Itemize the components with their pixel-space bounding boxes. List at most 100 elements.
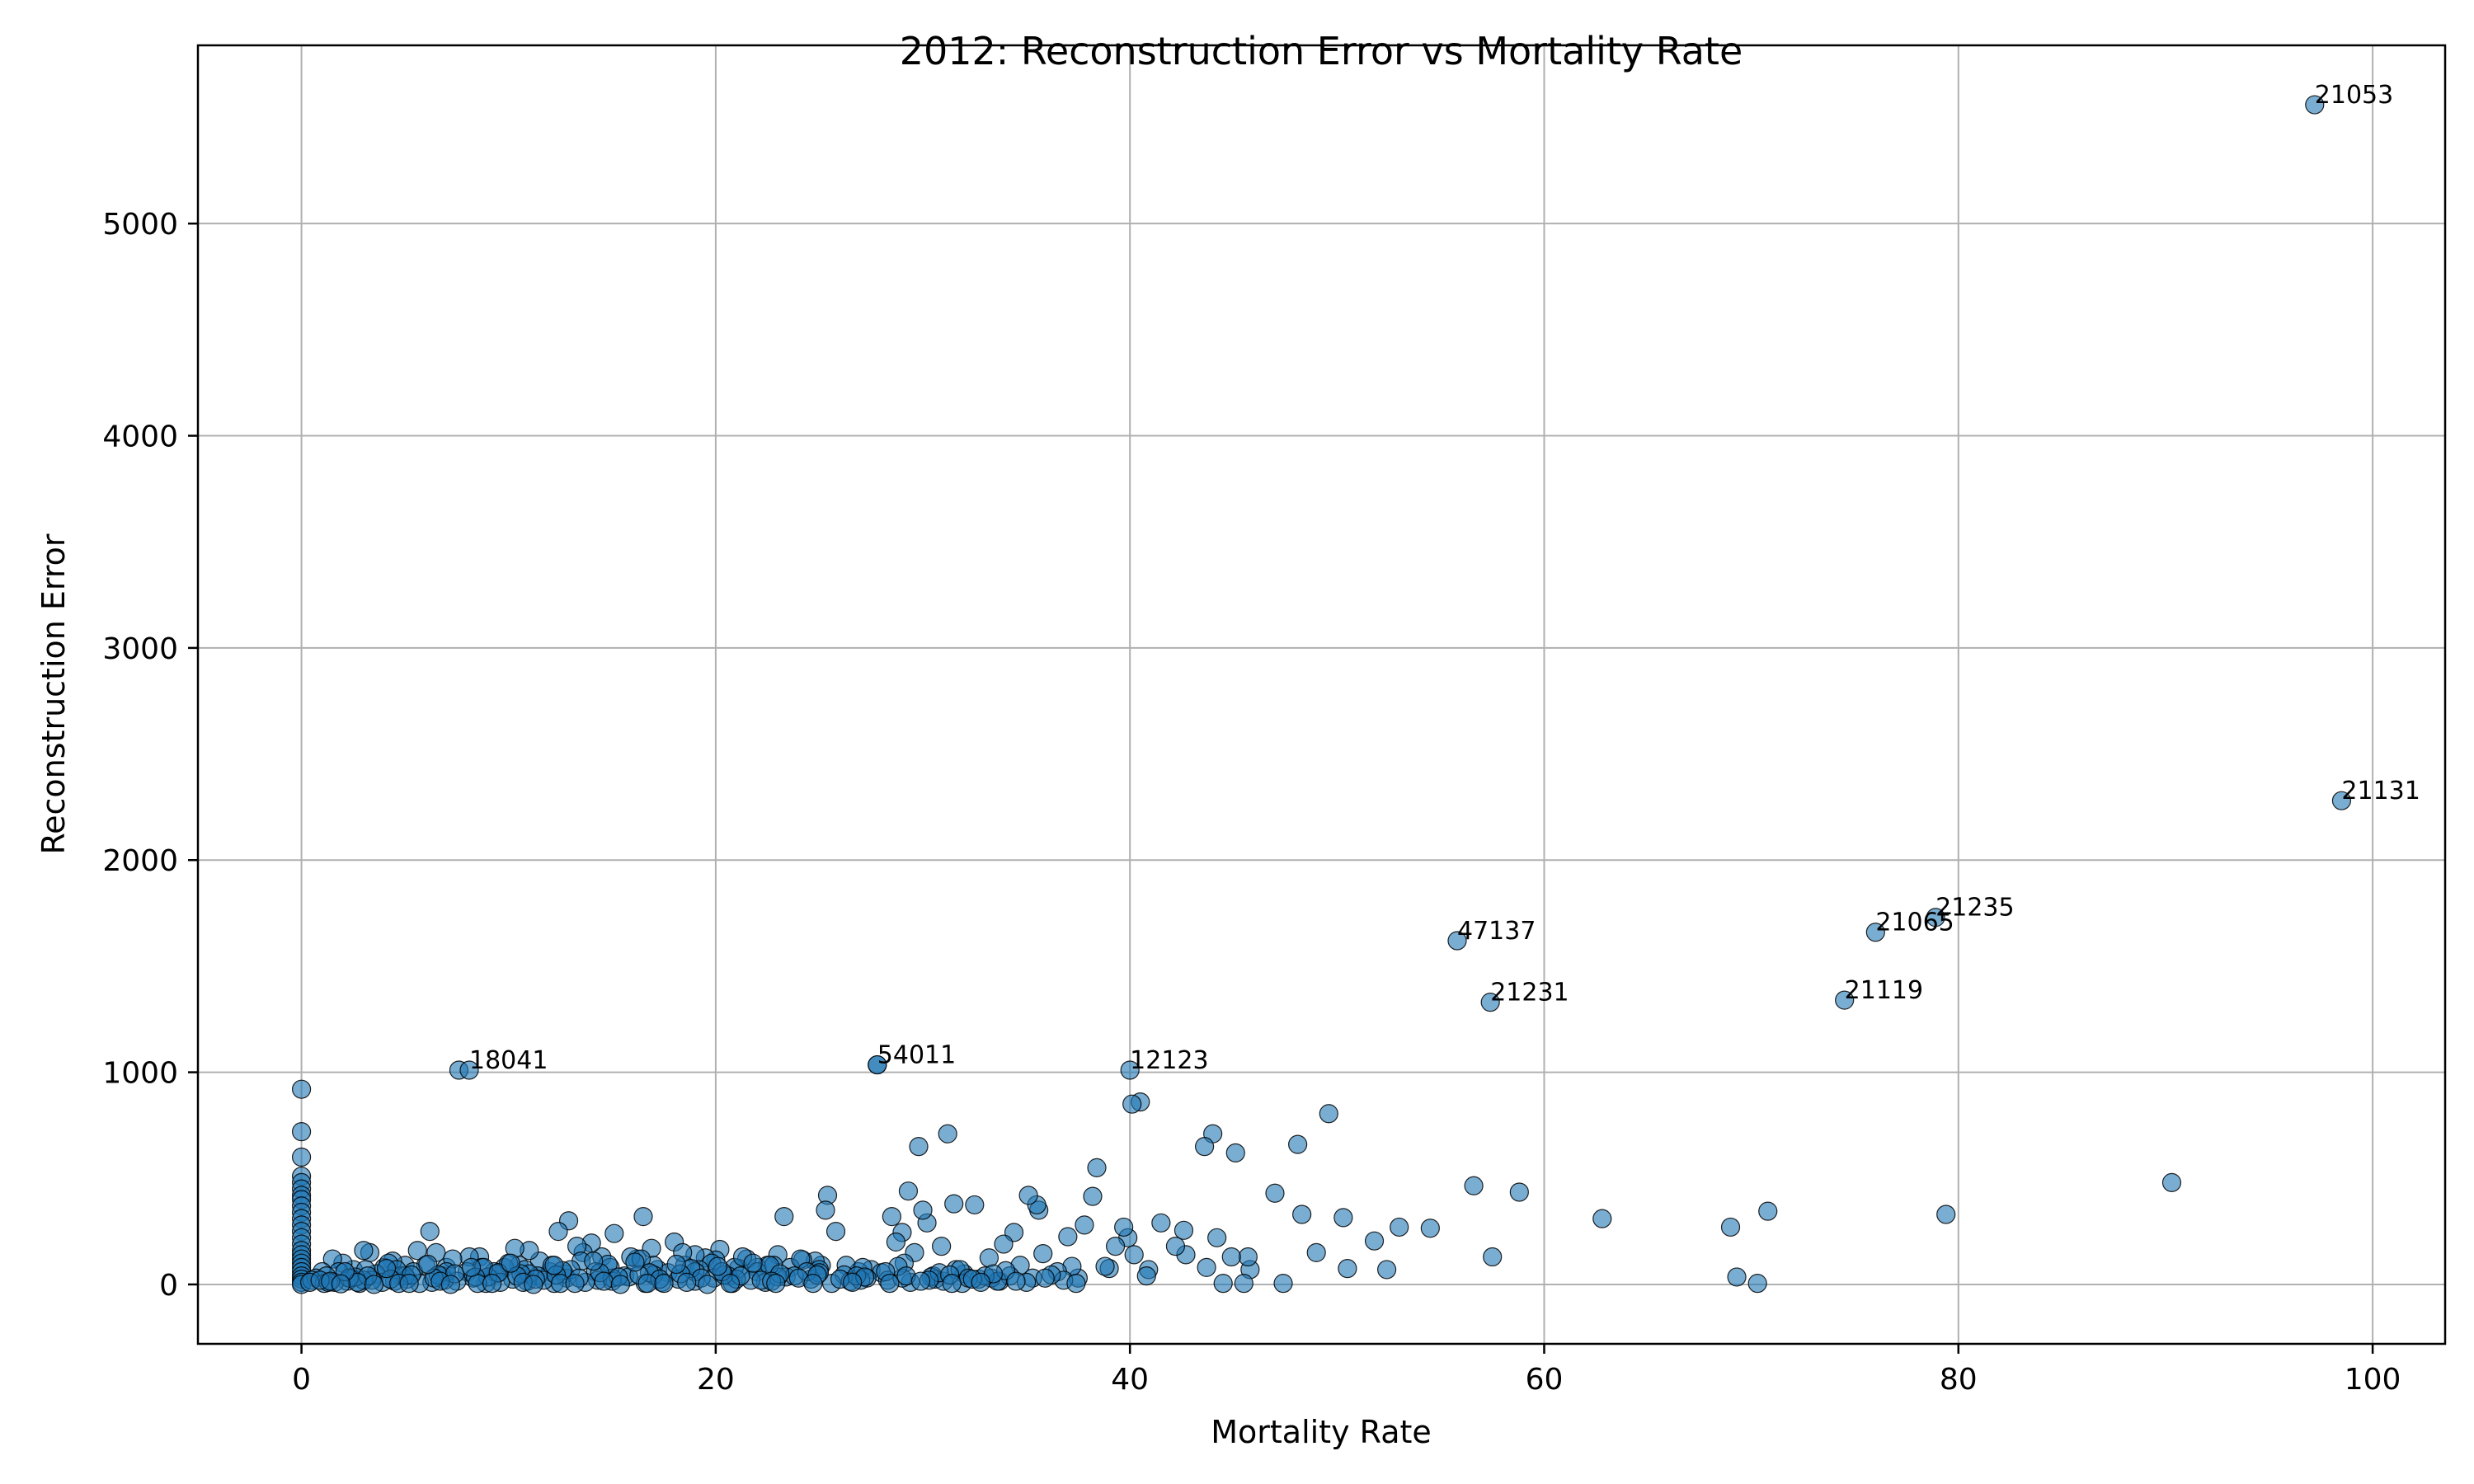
data-point [965,1195,985,1215]
y-tick-label: 5000 [102,208,178,242]
x-tick-label: 40 [1111,1363,1149,1397]
data-point [898,1181,919,1201]
data-point [994,1234,1014,1254]
data-point [910,1271,931,1291]
data-point [399,1274,419,1294]
data-point [1213,1274,1233,1294]
data-point [1083,1186,1103,1206]
data-point [886,1232,905,1252]
data-point [440,1275,461,1294]
x-tick-label: 80 [1940,1363,1978,1397]
data-point [584,1252,604,1271]
data-point [880,1274,900,1294]
data-point [1720,1217,1741,1237]
data-point [1265,1183,1285,1203]
data-point [1758,1201,1778,1221]
data-point [1364,1231,1385,1251]
data-point [1120,1060,1140,1080]
data-point [1122,1094,1142,1114]
data-point [2305,95,2325,115]
x-tick-label: 100 [2345,1363,2401,1397]
x-tick-label: 0 [292,1363,311,1397]
y-tick-label: 3000 [102,632,178,666]
data-point [459,1060,479,1080]
data-point [677,1272,697,1292]
data-point [843,1272,863,1292]
y-tick-label: 1000 [102,1057,178,1091]
data-point [291,1079,312,1099]
data-point [1165,1237,1186,1256]
y-axis-label: Reconstruction Error [35,533,72,854]
data-point [1747,1274,1767,1294]
data-point [501,1253,520,1273]
annotation-label: 18041 [469,1046,548,1075]
plot-frame [196,44,2447,1345]
y-tick-label: 4000 [102,420,178,454]
data-point [291,1147,312,1167]
data-point [1221,1247,1241,1267]
annotation-label: 21053 [2315,81,2393,110]
data-point [743,1253,763,1273]
data-point [354,1241,374,1261]
data-point [565,1274,585,1294]
data-point [1592,1209,1612,1228]
data-point [868,1054,887,1075]
annotation-label: 54011 [877,1041,956,1070]
data-point [944,1194,964,1214]
data-point [1124,1245,1144,1265]
annotation-label: 21119 [1845,976,1923,1005]
annotation-label: 21065 [1875,909,1954,937]
data-point [666,1254,686,1275]
data-point [1509,1182,1529,1202]
x-tick-label: 20 [697,1363,735,1397]
data-point [913,1200,933,1220]
data-point [633,1206,653,1227]
data-point [1194,1137,1215,1157]
data-point [938,1124,957,1144]
data-point [720,1274,741,1294]
data-point [816,1200,835,1220]
data-point [1420,1219,1440,1238]
y-tick-label: 0 [159,1269,178,1303]
data-point [1273,1274,1293,1294]
data-point [482,1274,502,1294]
data-point [1306,1242,1326,1262]
data-point [331,1274,350,1294]
data-point [1095,1256,1115,1276]
data-point [1238,1247,1258,1267]
data-point [2331,791,2352,810]
data-point [544,1256,564,1275]
data-point [774,1206,794,1227]
data-point [1835,990,1855,1010]
y-tick-label: 2000 [102,844,178,878]
data-point [971,1272,990,1292]
data-point [1865,923,1885,942]
data-point [524,1275,543,1294]
data-point [594,1271,614,1291]
data-point [418,1254,438,1275]
data-point [1207,1228,1227,1247]
data-point [610,1275,630,1294]
data-point [1447,931,1467,951]
data-point [803,1274,823,1294]
data-point [2161,1172,2182,1193]
data-point [654,1274,674,1294]
data-point [1234,1274,1253,1294]
data-point [1136,1266,1156,1286]
data-point [942,1274,962,1294]
data-point [708,1256,727,1276]
data-point [979,1248,999,1268]
annotation-label: 21231 [1490,979,1569,1007]
data-point [1338,1259,1357,1279]
data-point [698,1275,717,1294]
chart-title: 2012: Reconstruction Error vs Mortality … [900,29,1743,73]
data-point [1058,1227,1078,1247]
annotation-label: 21131 [2341,777,2420,805]
grid [198,45,2445,1344]
data-point [882,1206,901,1227]
data-point [1926,908,1945,928]
annotation-label: 21235 [1935,894,2014,923]
